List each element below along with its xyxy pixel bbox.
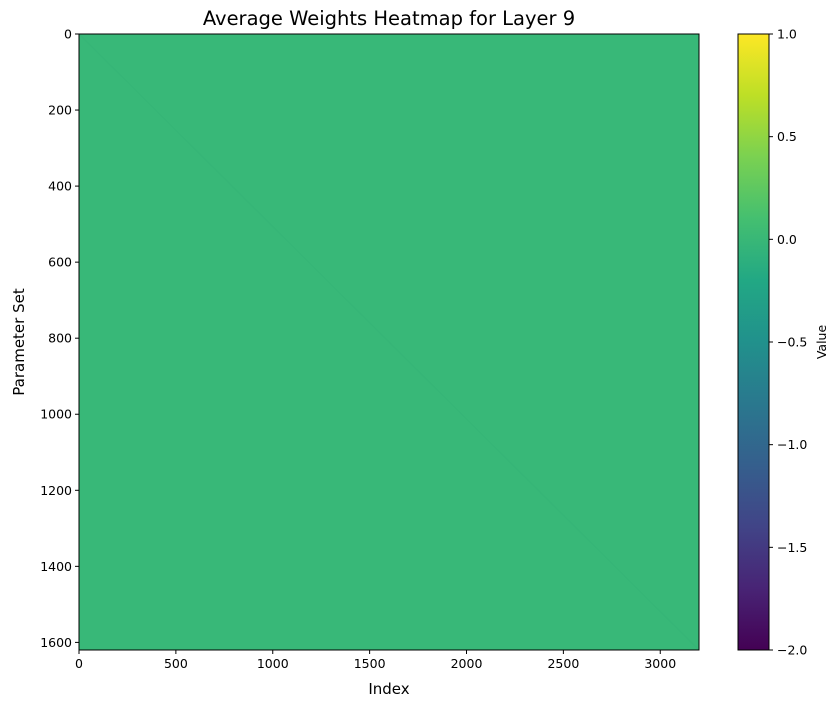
colorbar-tick-label: −1.5 (777, 540, 807, 555)
chart-title: Average Weights Heatmap for Layer 9 (203, 7, 575, 30)
heatmap-diagonal-band (78, 33, 700, 651)
colorbar-tick-label: −0.5 (777, 335, 807, 350)
x-tick-label: 500 (164, 656, 188, 671)
x-tick-label: 0 (75, 656, 83, 671)
colorbar-tick-label: −2.0 (777, 643, 807, 658)
y-axis-ticks: 0 200 400 600 800 1000 1200 1400 1600 (40, 27, 79, 650)
colorbar-tick-label: −1.0 (777, 437, 807, 452)
x-tick-label: 2500 (547, 656, 579, 671)
y-axis-label: Parameter Set (10, 288, 28, 396)
x-tick-label: 3000 (644, 656, 676, 671)
colorbar-tick-label: 0.0 (777, 232, 797, 247)
colorbar-tick-label: 1.0 (777, 27, 797, 42)
colorbar-ticks: 1.0 0.5 0.0 −0.5 −1.0 −1.5 −2.0 (769, 27, 807, 658)
colorbar-tick-label: 0.5 (777, 129, 797, 144)
heatmap-plot-area (78, 33, 700, 651)
y-tick-label: 1200 (40, 483, 72, 498)
colorbar: 1.0 0.5 0.0 −0.5 −1.0 −1.5 −2.0 Value (737, 27, 829, 658)
y-tick-label: 200 (48, 103, 72, 118)
plot-frame (78, 33, 700, 651)
x-tick-label: 1500 (354, 656, 386, 671)
x-tick-label: 2000 (451, 656, 483, 671)
x-tick-label: 1000 (257, 656, 289, 671)
y-tick-label: 1600 (40, 635, 72, 650)
y-tick-label: 800 (48, 331, 72, 346)
colorbar-label: Value (814, 325, 829, 360)
x-axis-label: Index (368, 680, 409, 698)
x-axis-ticks: 0 500 1000 1500 2000 2500 3000 (75, 650, 676, 671)
y-tick-label: 600 (48, 255, 72, 270)
y-tick-label: 1400 (40, 559, 72, 574)
y-tick-label: 400 (48, 179, 72, 194)
y-tick-label: 1000 (40, 407, 72, 422)
colorbar-gradient (737, 33, 770, 651)
y-tick-label: 0 (64, 27, 72, 42)
